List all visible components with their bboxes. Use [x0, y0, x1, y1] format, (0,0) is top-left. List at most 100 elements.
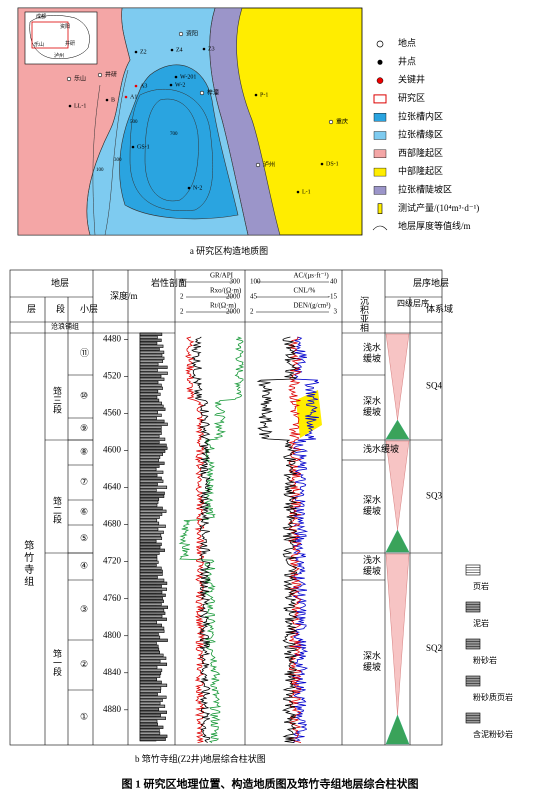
lithology-bed — [139, 341, 158, 345]
facies-label: 浅水缓坡 — [363, 554, 381, 576]
lithology-bed — [139, 737, 166, 741]
hst-triangle — [385, 440, 410, 531]
lithology-legend-label: 粉砂质页岩 — [473, 692, 513, 702]
lithology-bed — [139, 689, 161, 693]
lithology-bed — [139, 449, 166, 453]
lithology-bed — [139, 497, 160, 501]
lithology-bed — [139, 452, 163, 456]
lithology-bed — [139, 653, 164, 657]
well-marker — [296, 190, 300, 194]
stratigraphic-column — [9, 269, 443, 746]
sublayer-label: ⑥ — [80, 507, 88, 517]
map-label: L-1 — [302, 189, 311, 195]
lithology-bed — [139, 515, 160, 519]
member-label: 筇三段 — [52, 385, 62, 414]
lithology-bed — [139, 386, 163, 390]
legend-icon — [373, 131, 387, 140]
sublayer-label: ⑩ — [80, 391, 88, 401]
sequence-label: SQ4 — [426, 381, 443, 391]
lithology-bed — [139, 467, 157, 471]
legend-label: 测试产量/(10⁴m³·d⁻¹) — [398, 202, 479, 213]
map-label: W-201 — [180, 74, 196, 80]
lithology-bed — [139, 578, 165, 582]
depth-label: 4840 — [103, 667, 122, 677]
lithology-bed — [139, 404, 164, 408]
lithology-bed — [139, 503, 158, 507]
lithology-bed — [139, 584, 162, 588]
lithology-bed — [139, 461, 165, 465]
map-label: A3 — [140, 83, 147, 89]
lithology-bed — [139, 575, 158, 579]
lithology-bed — [139, 437, 166, 441]
study-area-box — [31, 21, 69, 49]
legend-label: 中部隆起区 — [398, 165, 443, 176]
lithology-bed — [139, 512, 163, 516]
sublayer-label: ⑤ — [80, 533, 88, 543]
map-label: Z3 — [208, 46, 215, 52]
lithology-bed — [139, 683, 168, 687]
log-max: 300 — [230, 278, 241, 286]
map-label: W-2 — [175, 82, 185, 88]
lithology-bed — [139, 668, 163, 672]
lithology-bed — [139, 509, 167, 513]
lithology-bed — [139, 641, 157, 645]
depth-label: 4640 — [103, 482, 122, 492]
depth-label: 4880 — [103, 704, 122, 714]
lithology-bed — [139, 542, 162, 546]
lithology-bed — [139, 548, 165, 552]
sublayer-label: ③ — [80, 604, 88, 614]
legend-icon — [373, 149, 387, 159]
lithology-bed — [139, 716, 166, 720]
formation-label: 沧浪铺组 — [51, 322, 79, 331]
legend-label: 井点 — [398, 55, 416, 66]
contour-label: 500 — [130, 120, 138, 125]
lithology-bed — [139, 425, 162, 429]
contour-label: 100 — [96, 168, 104, 173]
legend-label: 地点 — [398, 37, 416, 48]
log-min: 2 — [180, 308, 184, 316]
well-marker — [320, 162, 324, 166]
lithology-bed — [139, 488, 157, 492]
lithology-bed — [139, 680, 162, 684]
sequence-label: SQ2 — [426, 643, 442, 653]
sequence-label: SQ3 — [426, 491, 443, 501]
lithology-bed — [139, 728, 160, 732]
well-marker — [170, 48, 174, 52]
tst-triangle — [385, 419, 410, 440]
lithology-bed — [139, 626, 165, 630]
lithology-bed — [139, 521, 160, 525]
lithology-bed — [139, 572, 163, 576]
contour-label: 300 — [114, 158, 122, 163]
log-min: 2 — [250, 308, 254, 316]
lithology-bed — [139, 431, 162, 435]
log-name: DEN/(g/cm³) — [294, 302, 332, 310]
lithology-bed — [139, 674, 161, 678]
lithology-bed — [139, 620, 157, 624]
map-label: 资阳 — [186, 29, 198, 37]
legend-icon — [377, 59, 383, 65]
key-well-marker — [124, 95, 128, 99]
lithology-bed — [139, 554, 158, 558]
sublayer-label: ⑪ — [80, 348, 89, 358]
lithology-bed — [139, 374, 162, 378]
lithology-bed — [139, 569, 163, 573]
lithology-bed — [139, 470, 164, 474]
lithology-bed — [139, 617, 167, 621]
lithology-bed — [139, 566, 162, 570]
lithology-bed — [139, 347, 160, 351]
caption-a: a 研究区构造地质图 — [190, 245, 268, 256]
legend-label: 拉张槽内区 — [398, 110, 443, 121]
lithology-bed — [139, 446, 168, 450]
lithology-bed — [139, 602, 162, 606]
well-marker — [68, 104, 72, 108]
lithology-bed — [139, 581, 168, 585]
lithology-bed — [139, 734, 168, 738]
header: 岩性剖面 — [151, 277, 187, 288]
lithology-bed — [139, 530, 164, 534]
lithology-bed — [139, 458, 159, 462]
log-min: 2 — [180, 293, 184, 301]
depth-label: 4760 — [103, 593, 122, 603]
inset-label: 成都 — [36, 13, 46, 20]
well-marker — [174, 75, 178, 79]
lithology-bed — [139, 365, 168, 369]
